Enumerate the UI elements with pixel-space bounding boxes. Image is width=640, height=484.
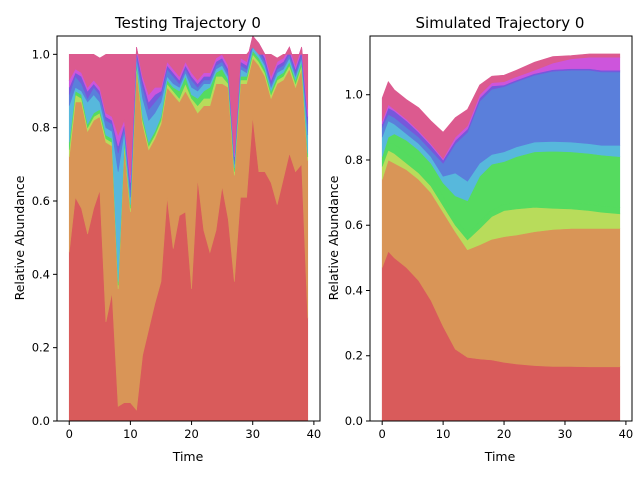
chart-simulated-trajectory: Simulated Trajectory 0 Time Relative Abu… — [326, 14, 633, 464]
axes-group: 0 10 20 30 40 0.0 0.2 0.4 0.6 0.8 1.0 — [345, 35, 634, 441]
y-tick-label: 0.8 — [345, 153, 363, 167]
x-axis-label: Time — [484, 449, 516, 464]
area-series-group — [381, 53, 621, 422]
y-tick-label: 0.0 — [32, 414, 50, 428]
chart-title: Testing Trajectory 0 — [114, 14, 261, 32]
area-series-8 — [68, 35, 309, 176]
plot-frame — [369, 35, 633, 422]
x-tick-label: 40 — [307, 427, 322, 441]
area-series-9 — [381, 53, 621, 159]
x-tick-label: 30 — [558, 427, 573, 441]
y-tick-label: 0.4 — [345, 283, 363, 297]
y-tick-label: 0.0 — [345, 414, 363, 428]
area-series-group — [68, 35, 309, 422]
y-tick-label: 1.0 — [32, 47, 50, 61]
x-tick-label: 30 — [245, 427, 260, 441]
y-tick-label: 1.0 — [345, 88, 363, 102]
x-tick-label: 20 — [184, 427, 199, 441]
x-tick-label: 10 — [123, 427, 138, 441]
x-tick-label: 40 — [619, 427, 634, 441]
y-tick-label: 0.2 — [345, 349, 363, 363]
y-axis-label: Relative Abundance — [12, 175, 27, 300]
plot-frame — [56, 35, 321, 422]
y-tick-label: 0.2 — [32, 341, 50, 355]
chart-title: Simulated Trajectory 0 — [416, 14, 585, 32]
y-tick-label: 0.8 — [32, 121, 50, 135]
x-tick-label: 0 — [379, 427, 386, 441]
x-tick-label: 0 — [66, 427, 73, 441]
y-tick-label: 0.6 — [32, 194, 50, 208]
y-tick-label: 0.6 — [345, 218, 363, 232]
y-tick-label: 0.4 — [32, 267, 50, 281]
x-tick-label: 10 — [436, 427, 451, 441]
axes-group: 0 10 20 30 40 0.0 0.2 0.4 0.6 0.8 1.0 — [32, 35, 322, 441]
x-axis-label: Time — [172, 449, 204, 464]
x-tick-label: 20 — [497, 427, 512, 441]
chart-testing-trajectory: Testing Trajectory 0 Time Relative Abund… — [12, 14, 321, 464]
y-axis-label: Relative Abundance — [326, 175, 341, 300]
